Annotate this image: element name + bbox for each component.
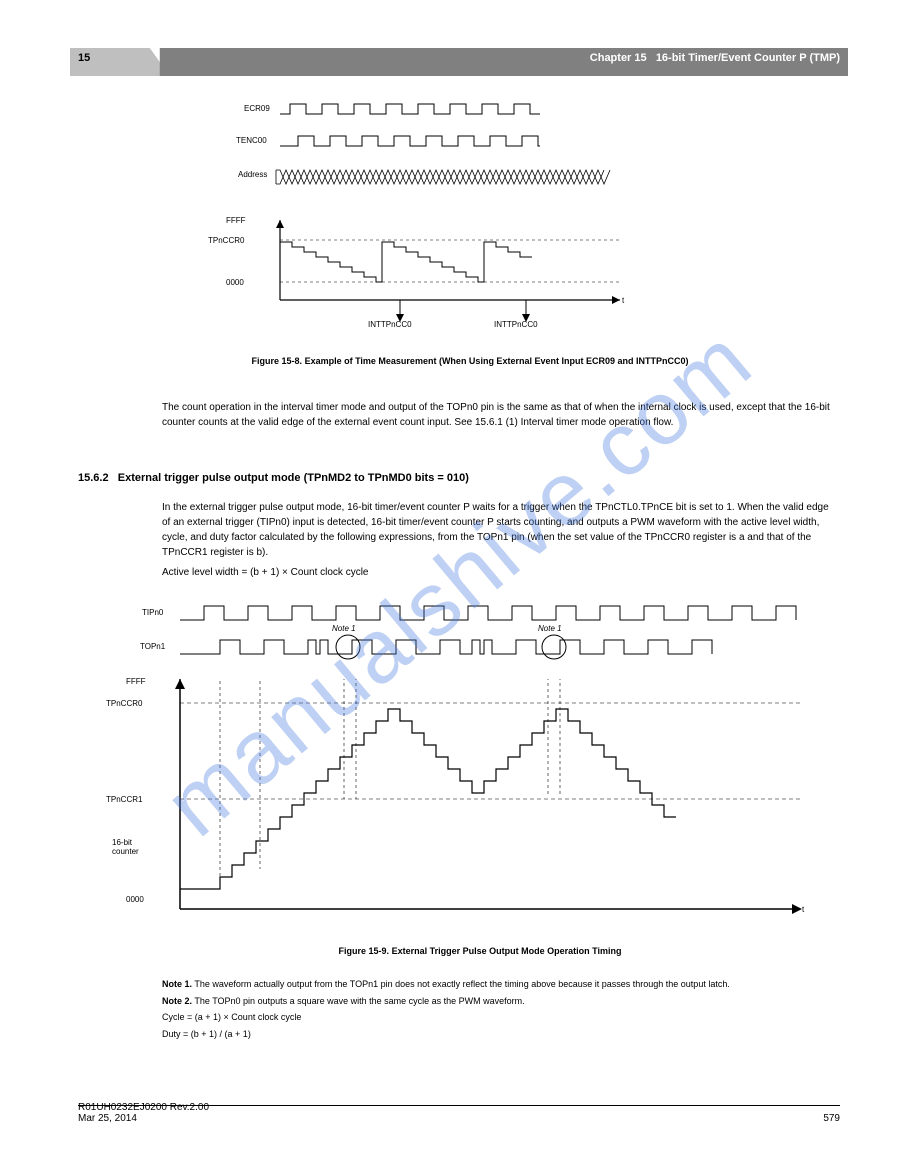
label-tipn0: TIPn0 <box>142 608 163 617</box>
header-section-number: 15 <box>78 52 90 64</box>
subsection-heading: 15.6.2 External trigger pulse output mod… <box>78 472 469 484</box>
label-t-axis-top: t <box>622 296 624 305</box>
note2-text: The TOPn0 pin outputs a square wave with… <box>194 996 524 1006</box>
fig-top-caption-no: Figure 15-8. <box>252 356 303 366</box>
figure-bottom-caption: Figure 15-9. External Trigger Pulse Outp… <box>150 946 810 956</box>
notes-block: Note 1. The waveform actually output fro… <box>162 978 818 1044</box>
eq-active-val: = (b + 1) × Count clock cycle <box>241 567 368 578</box>
label-zero-b: 0000 <box>126 895 144 904</box>
figure-top-caption: Figure 15-8. Example of Time Measurement… <box>250 356 690 366</box>
footer-date: Mar 25, 2014 <box>78 1113 137 1124</box>
footer-left: R01UH0232EJ0200 Rev.2.00 Mar 25, 2014 <box>78 1102 209 1124</box>
label-ccr0-b: TPnCCR0 <box>106 699 142 708</box>
label-ffff-b: FFFF <box>126 677 146 686</box>
eq-cycle-lbl: Cycle <box>162 1012 185 1022</box>
figure-bottom-count-graph <box>150 679 810 929</box>
paragraph-2: In the external trigger pulse output mod… <box>162 500 838 560</box>
note1-text: The waveform actually output from the TO… <box>194 979 729 989</box>
header-chapter: Chapter 15 <box>590 52 647 64</box>
paragraph-1: The count operation in the interval time… <box>162 400 838 430</box>
note1-label: Note 1. <box>162 979 192 989</box>
label-int-b: INTTPnCC0 <box>494 320 538 329</box>
label-ffff: FFFF <box>226 216 246 225</box>
footer-docid: R01UH0232EJ0200 Rev.2.00 <box>78 1102 209 1113</box>
label-zero: 0000 <box>226 278 244 287</box>
figure-top-waveforms <box>250 100 630 210</box>
label-ecr: ECR09 <box>244 104 270 113</box>
eq-duty-lbl: Duty <box>162 1029 181 1039</box>
label-ccr1-b: TPnCCR1 <box>106 795 142 804</box>
figure-top: ECR09 TENC00 Address FFFF TPnCCR0 0000 <box>250 100 690 366</box>
header-section-title: Chapter 15 16-bit Timer/Event Counter P … <box>590 52 840 64</box>
label-int-a: INTTPnCC0 <box>368 320 412 329</box>
fig-bottom-caption-txt: External Trigger Pulse Output Mode Opera… <box>392 946 622 956</box>
note-2: Note 2. The TOPn0 pin outputs a square w… <box>162 995 818 1008</box>
figure-bottom: TIPn0 TOPn1 Note 1 Note 1 FFFF TPnCCR0 T… <box>150 600 810 956</box>
subsection-title: External trigger pulse output mode (TPnM… <box>118 472 469 484</box>
label-addr: Address <box>238 170 267 179</box>
label-tpnccr0: TPnCCR0 <box>208 236 244 245</box>
note1-a: Note 1 <box>332 624 356 633</box>
eq-active-lbl: Active level width <box>162 567 239 578</box>
label-topn1: TOPn1 <box>140 642 165 651</box>
header-title-text: 16-bit Timer/Event Counter P (TMP) <box>656 52 840 64</box>
figure-top-count-graph <box>250 220 630 330</box>
note1-b: Note 1 <box>538 624 562 633</box>
subsection-num: 15.6.2 <box>78 472 109 484</box>
note-1: Note 1. The waveform actually output fro… <box>162 978 818 991</box>
footer-page: 579 <box>823 1113 840 1124</box>
fig-top-caption-txt: Example of Time Measurement (When Using … <box>305 356 689 366</box>
eq-cycle: Cycle = (a + 1) × Count clock cycle <box>162 1011 818 1024</box>
label-t-axis-bottom: t <box>802 905 804 914</box>
eq-cycle-val: = (a + 1) × Count clock cycle <box>187 1012 301 1022</box>
eq-duty-val: = (b + 1) / (a + 1) <box>183 1029 251 1039</box>
figure-bottom-signals <box>150 600 810 670</box>
note2-label: Note 2. <box>162 996 192 1006</box>
eq-duty: Duty = (b + 1) / (a + 1) <box>162 1028 818 1041</box>
label-tenc: TENC00 <box>236 136 267 145</box>
label-16bit-counter: 16-bit counter <box>112 839 139 857</box>
fig-bottom-caption-no: Figure 15-9. <box>339 946 390 956</box>
eq-active: Active level width = (b + 1) × Count clo… <box>162 566 818 580</box>
label-16bit-counter-text: 16-bit counter <box>112 838 139 856</box>
